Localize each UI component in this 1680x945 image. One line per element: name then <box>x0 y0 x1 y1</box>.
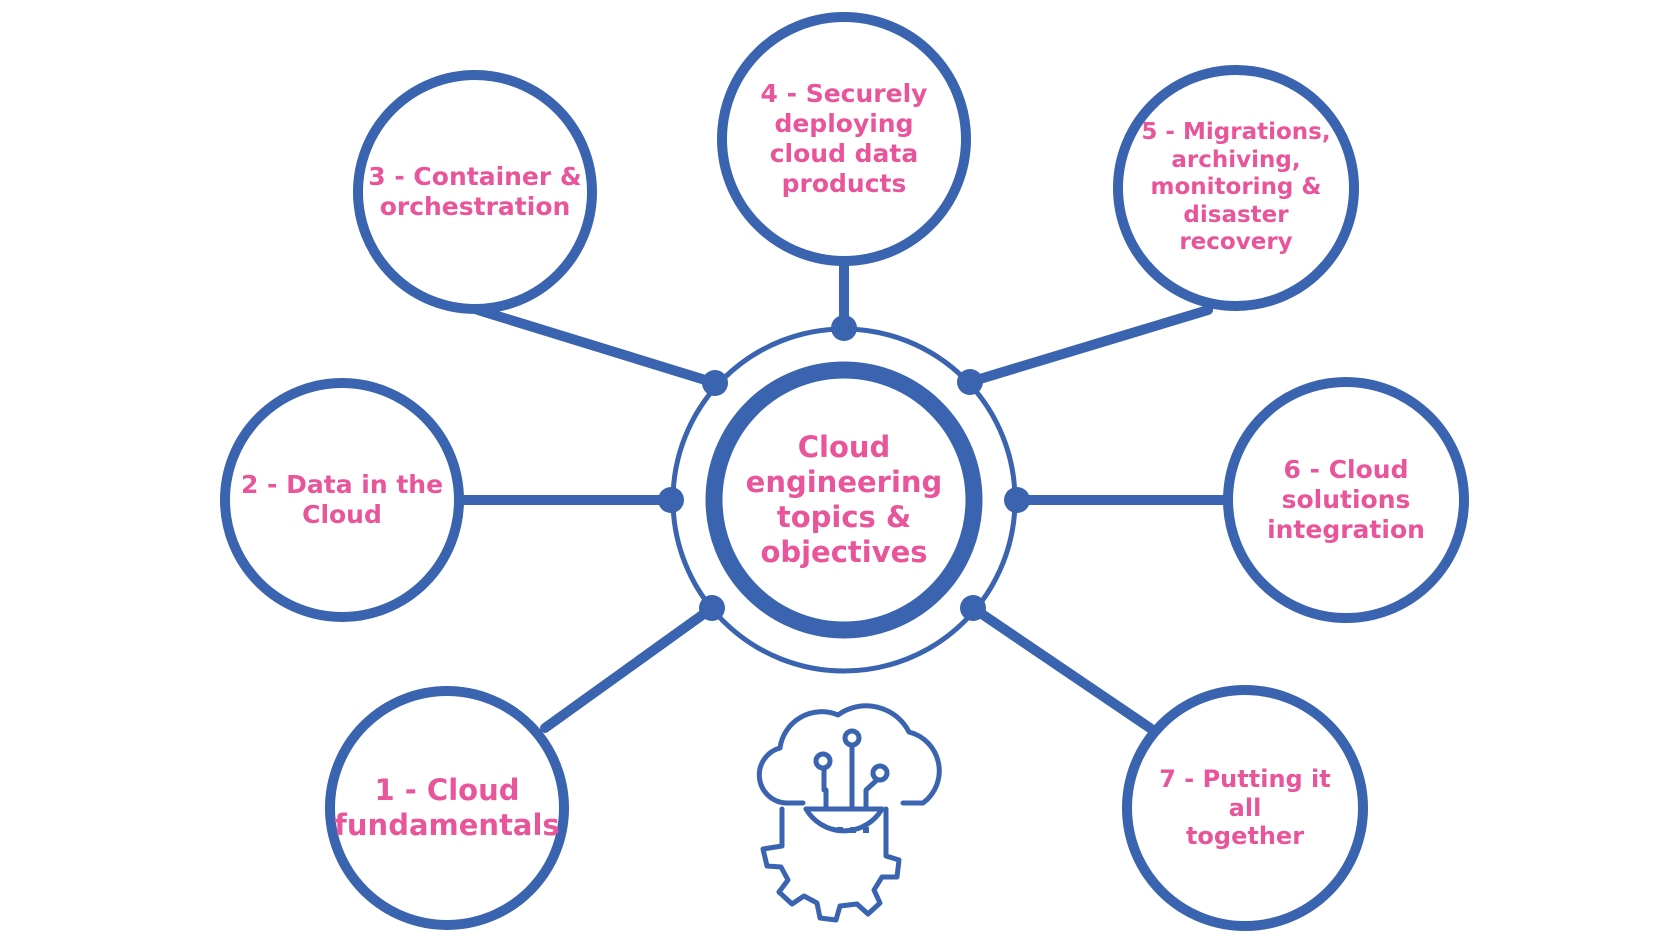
connector-3 <box>473 305 720 388</box>
topic-label-line: together <box>1185 822 1305 851</box>
topic-label-6: 6 - Cloud solutions integration <box>1251 443 1441 557</box>
topic-label-2: 2 - Data in the Cloud <box>238 460 446 540</box>
topic-label-line: cloud data <box>769 139 919 168</box>
connector-dot-7 <box>960 595 986 621</box>
cloud-gear-icon <box>756 703 942 923</box>
topic-label-line: monitoring & <box>1150 174 1322 201</box>
topic-circle-5 <box>1113 65 1359 311</box>
topic-label-line: products <box>781 169 907 198</box>
connector-dot-6 <box>1004 487 1030 513</box>
connector-dot-3 <box>702 370 728 396</box>
topic-circle-3 <box>353 70 597 314</box>
topic-label-line: archiving, <box>1171 146 1301 173</box>
topic-label-line: deploying <box>774 109 914 138</box>
center-title-line: objectives <box>760 534 928 569</box>
connector-dot-5 <box>957 369 983 395</box>
connector-5 <box>965 305 1213 387</box>
topic-label-line: orchestration <box>379 192 571 221</box>
topic-label-line: 5 - Migrations, <box>1141 119 1331 146</box>
topic-label-line: 6 - Cloud <box>1283 455 1409 484</box>
topic-label-4: 4 - Securely deploying cloud data produc… <box>754 66 934 212</box>
connector-7 <box>968 603 1155 733</box>
topic-label-line: 7 - Putting it all <box>1159 764 1331 822</box>
topic-circle-2 <box>220 378 464 622</box>
connector-dot-2 <box>658 487 684 513</box>
topic-circle-4 <box>717 12 971 266</box>
topic-circle-1 <box>325 686 569 930</box>
topic-label-line: 3 - Container & <box>368 162 582 191</box>
topic-label-line: 4 - Securely <box>760 79 928 108</box>
connector-dots <box>658 315 1030 621</box>
center-title-line: engineering <box>745 465 943 500</box>
icon-dot <box>863 827 869 833</box>
cloud-gear-icon-dots <box>837 827 869 833</box>
connector-1 <box>540 603 717 733</box>
topic-label-line: disaster recovery <box>1179 201 1293 256</box>
icon-dot <box>837 827 843 833</box>
center-inner-ring <box>705 361 983 639</box>
topic-circles <box>220 12 1469 931</box>
topic-circle-6 <box>1223 377 1469 623</box>
center-title-line: topics & <box>776 500 912 534</box>
connectors <box>459 257 1230 733</box>
topic-label-line: fundamentals <box>334 808 560 842</box>
topic-circle-7 <box>1122 685 1368 931</box>
topic-label-line: 1 - Cloud <box>374 773 520 808</box>
topic-label-line: solutions <box>1281 485 1411 514</box>
topic-label-1: 1 - Cloud fundamentals <box>334 758 559 858</box>
topic-label-5: 5 - Migrations, archiving, monitoring & … <box>1126 119 1346 256</box>
icon-dot <box>850 827 856 833</box>
center-title: Cloud engineering topics & objectives <box>734 410 954 590</box>
topic-label-line: Cloud <box>302 500 382 529</box>
connector-dot-1 <box>699 595 725 621</box>
connector-dot-4 <box>831 315 857 341</box>
topic-label-line: integration <box>1267 515 1425 544</box>
topic-label-3: 3 - Container & orchestration <box>368 152 582 232</box>
topic-label-7: 7 - Putting it all together <box>1140 765 1350 851</box>
topic-label-line: 2 - Data in the <box>240 470 444 499</box>
center-title-line: Cloud <box>797 430 891 465</box>
